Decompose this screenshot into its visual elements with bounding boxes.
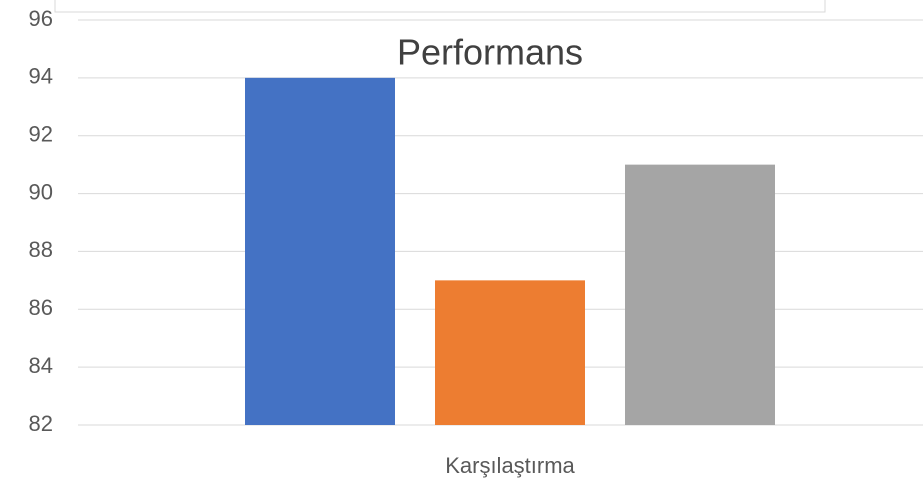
bar bbox=[625, 164, 775, 425]
y-tick-label: 92 bbox=[29, 122, 53, 147]
chart-title: Performans bbox=[397, 32, 583, 73]
y-tick-label: 82 bbox=[29, 411, 53, 436]
x-tick-label: Karşılaştırma bbox=[445, 453, 575, 478]
bar bbox=[435, 280, 585, 425]
y-tick-label: 90 bbox=[29, 179, 53, 204]
y-tick-label: 88 bbox=[29, 237, 53, 262]
y-tick-label: 84 bbox=[29, 353, 53, 378]
y-tick-label: 86 bbox=[29, 295, 53, 320]
bar bbox=[245, 77, 395, 425]
frame bbox=[54, 0, 826, 13]
y-tick-label: 96 bbox=[29, 6, 53, 31]
y-tick-label: 94 bbox=[29, 64, 53, 89]
